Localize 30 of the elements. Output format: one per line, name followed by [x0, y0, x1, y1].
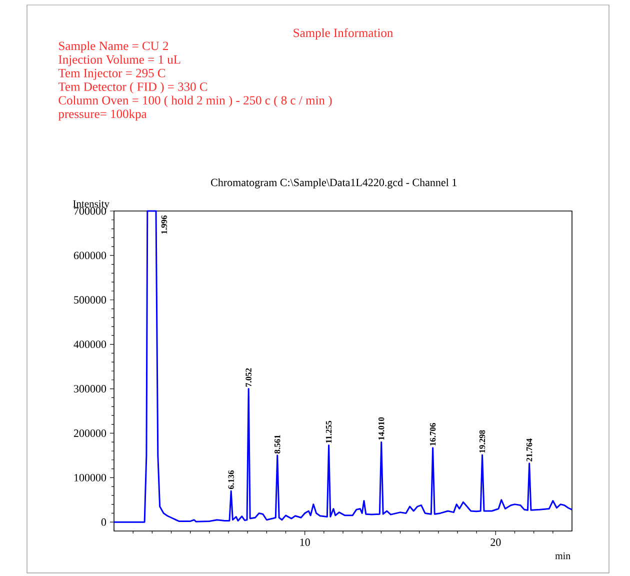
- y-tick-label: 500000: [74, 296, 106, 304]
- y-axis-title: Intensity: [73, 200, 110, 210]
- text: Sample Name = CU 2: [59, 41, 168, 53]
- x-tick-label: 10: [300, 538, 310, 546]
- text: Tem Detector ( FID ) = 330 C: [58, 82, 208, 94]
- chart-title: Chromatogram C:\Sample\Data1L4220.gcd - Channel 1: [211, 178, 456, 188]
- annotation: 16.706: [430, 423, 436, 446]
- line-series: [113, 210, 573, 523]
- y-tick-label: 100000: [74, 474, 106, 482]
- y-tick-label: 300000: [74, 385, 106, 392]
- annotation: 1.996: [161, 215, 168, 234]
- text: Column Oven = 100 ( hold 2 min ) - 250 c ( 8 c / min ): [58, 96, 332, 108]
- chart-subtitle: Sample Information: [294, 28, 393, 40]
- text: Injection Volume = 1 uL: [58, 54, 180, 66]
- text: Tem Injector = 295 C: [58, 68, 166, 80]
- y-tick-label: 600000: [74, 252, 106, 260]
- annotation: 14.010: [378, 417, 384, 440]
- annotation: 11.255: [326, 420, 332, 443]
- annotation: 8.561: [274, 435, 280, 454]
- annotation: 19.298: [479, 430, 486, 453]
- y-tick-label: 0: [101, 518, 106, 526]
- text: pressure= 100kpa: [58, 109, 147, 121]
- annotation: 6.136: [228, 470, 234, 489]
- y-tick-label: 200000: [74, 430, 106, 437]
- annotation: 7.052: [246, 368, 252, 387]
- y-tick-label: 400000: [74, 340, 106, 348]
- x-tick-label: 20: [490, 538, 501, 546]
- x-axis-title: min: [555, 552, 570, 560]
- annotation: 21.764: [526, 438, 532, 462]
- y-tick-label: 700000: [74, 207, 106, 215]
